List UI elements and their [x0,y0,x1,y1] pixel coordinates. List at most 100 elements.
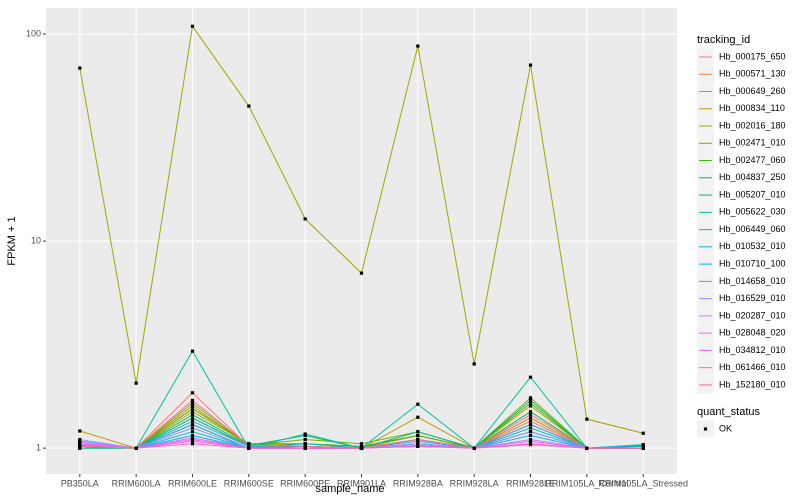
point [359,444,364,448]
point [303,444,307,448]
point [190,437,195,442]
point [528,375,533,379]
legend-swatch [703,427,708,431]
legend-label: Hb_002477_060 [719,155,786,165]
x-axis-title: sample_name [315,483,384,495]
point [585,446,589,450]
y-tick-label: 10 [31,235,41,245]
legend-label: Hb_010710_100 [719,258,786,268]
point [416,430,420,434]
legend-title: quant_status [697,406,760,418]
legend-label: Hb_005622_030 [719,207,786,217]
x-tick-label: RRIM600PE [280,478,330,488]
point [528,422,533,427]
legend-label: Hb_016529_010 [719,293,786,303]
x-tick-label: RRIM105LA_Stressed [598,478,688,488]
legend-label: Hb_020287_010 [719,310,786,320]
point [190,439,195,443]
point [528,398,533,403]
point [528,416,533,420]
point [190,433,195,438]
point [528,401,533,405]
point [78,66,82,70]
legend-label: Hb_002471_010 [719,138,786,148]
legend-label: Hb_000175_650 [719,51,786,61]
point [359,271,364,275]
legend-label: OK [719,423,732,433]
point [190,436,195,440]
point [303,432,307,436]
point [641,446,645,450]
point [78,444,82,448]
point [190,349,195,353]
point [134,381,138,385]
point [303,217,307,221]
x-tick-label: RRIM105LA_Control [545,478,628,488]
point [528,426,533,430]
point [472,446,476,450]
point [359,442,364,446]
legend-label: Hb_000834_110 [719,103,785,113]
point [247,104,251,108]
point [190,430,195,434]
y-tick-label: 1 [36,443,41,453]
x-tick-label: RRIM901LA [337,478,386,488]
legend-title: tracking_id [697,34,750,46]
legend-label: Hb_010532_010 [719,241,786,251]
point [528,439,533,443]
point [190,401,195,405]
legend-label: Hb_061466_010 [719,362,786,372]
point [416,437,420,442]
point [416,402,420,406]
point [303,437,307,442]
point [190,413,195,417]
x-tick-label: RRIM600LA [112,478,161,488]
point [528,419,533,423]
point [303,442,307,446]
point [416,442,420,446]
point [247,443,251,448]
point [416,415,420,419]
point [472,362,476,366]
point [190,407,195,411]
point [528,430,533,434]
legend-label: Hb_028048_020 [719,328,786,338]
point [528,433,533,438]
legend-label: Hb_152180_010 [719,379,786,389]
point [190,419,195,423]
point [416,444,420,448]
point [641,431,645,435]
point [528,443,533,447]
point [247,446,251,450]
point [528,437,533,442]
point [303,446,307,450]
legend-label: Hb_005207_010 [719,189,786,199]
point [190,426,195,430]
x-tick-label: RRIM600SE [224,478,274,488]
legend-label: Hb_000649_260 [719,86,786,96]
x-tick-label: RRIM928LE [506,478,555,488]
point [528,63,533,67]
point [190,416,195,420]
point [416,439,420,443]
legend-label: Hb_006449_060 [719,224,786,234]
point [78,446,82,450]
legend-label: Hb_000571_130 [719,69,786,79]
x-tick-label: RRIM600LE [168,478,217,488]
x-tick-label: PB350LA [61,478,99,488]
point [190,410,195,414]
point [359,446,364,450]
legend-label: Hb_004837_250 [719,172,786,182]
point [416,44,420,48]
point [78,437,82,442]
y-tick-label: 100 [26,28,41,38]
point [528,410,533,414]
point [641,443,645,448]
legend-label: Hb_034812_010 [719,345,786,355]
x-tick-label: RRIM928BA [393,478,443,488]
point [190,24,195,28]
point [528,413,533,417]
point [247,442,251,446]
point [190,404,195,408]
